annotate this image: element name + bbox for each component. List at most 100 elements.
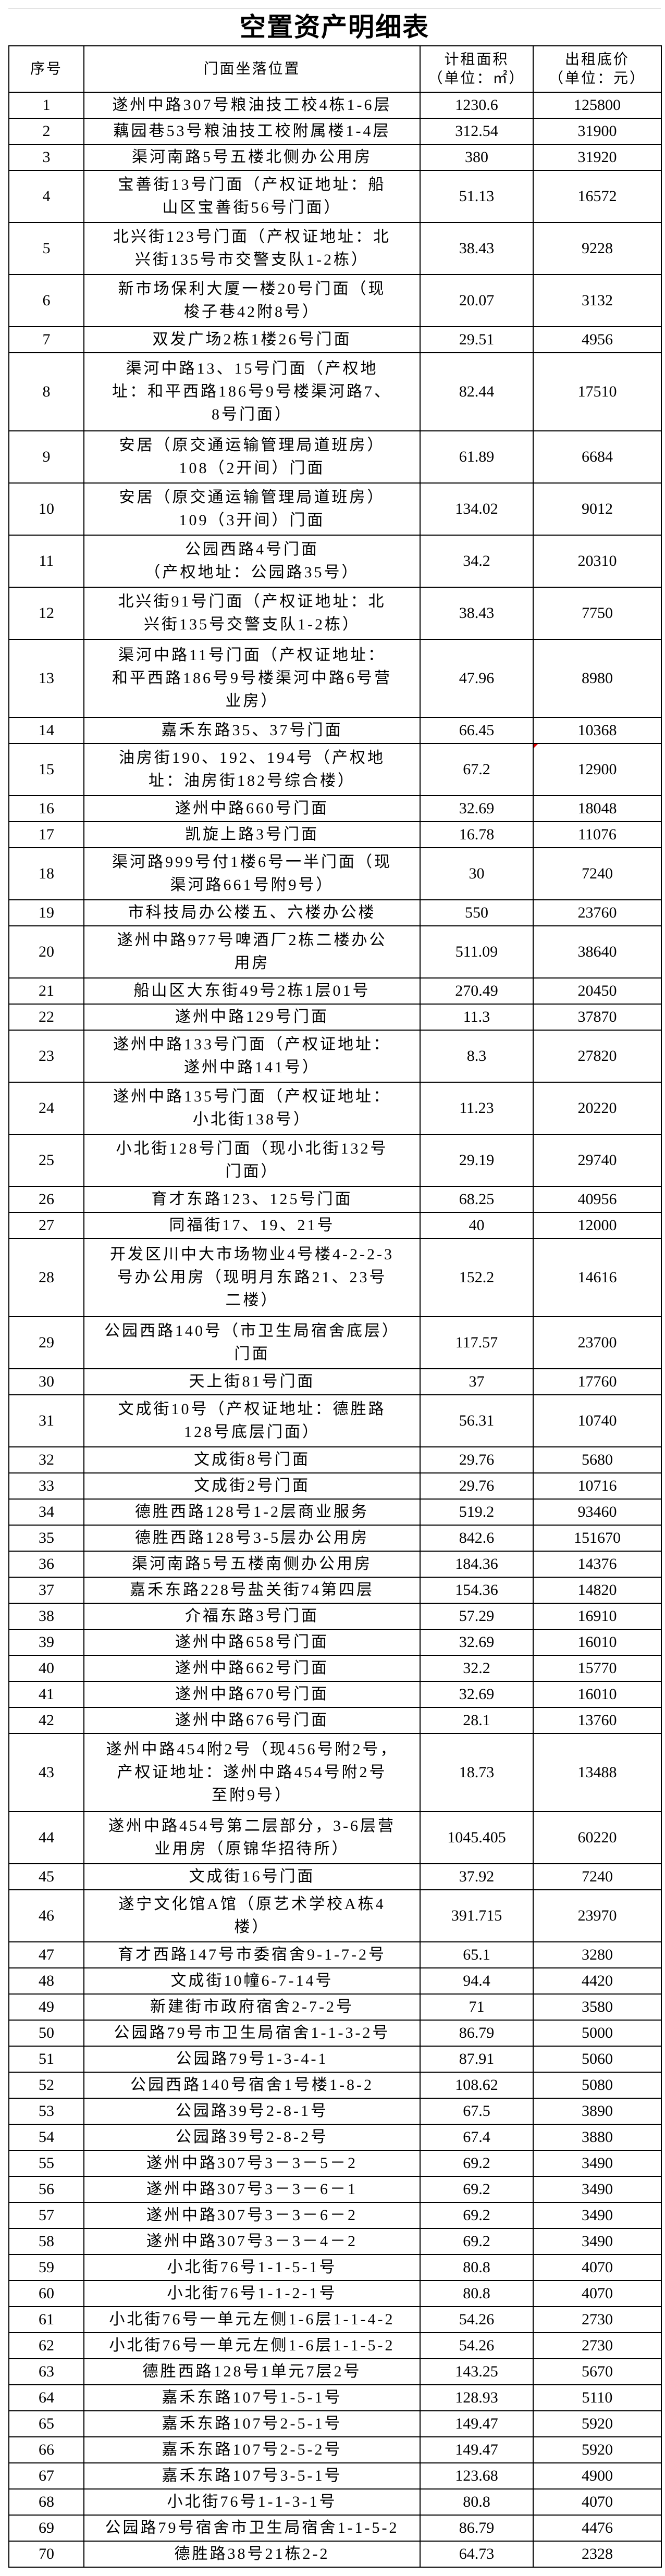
cell-area: 54.26: [420, 2306, 534, 2333]
cell-area: 128.93: [420, 2384, 534, 2411]
cell-price: 27820: [533, 1030, 662, 1083]
table-row: 23 遂州中路133号门面（产权证地址： 遂州中路141号） 8.3 27820: [8, 1030, 662, 1083]
cell-price: 20220: [533, 1082, 662, 1135]
cell-area: 550: [420, 899, 534, 926]
cell-area: 28.1: [420, 1707, 534, 1734]
cell-area: 32.69: [420, 1681, 534, 1708]
cell-price: 12900: [533, 743, 662, 796]
table-row: 10 安居（原交通运输管理局道班房） 109（3开间）门面 134.02 9012: [8, 482, 662, 536]
table-row: 28 开发区川中大市场物业4号楼4-2-2-3 号办公用房（现明月东路21、23号…: [8, 1238, 662, 1317]
cell-address: 嘉禾东路228号盐关街74第四层: [83, 1577, 421, 1604]
cell-price: 151670: [533, 1525, 662, 1552]
cell-no: 19: [8, 899, 84, 926]
cell-address: 文成街10幢6-7-14号: [83, 1967, 421, 1995]
cell-price: 4900: [533, 2462, 662, 2490]
header-price-unit: （单位：元）: [548, 70, 646, 86]
cell-no: 25: [8, 1134, 84, 1187]
table-row: 26 育才东路123、125号门面 68.25 40956: [8, 1186, 662, 1213]
cell-address: 公园西路140号（市卫生局宿舍底层） 门面: [83, 1316, 421, 1369]
cell-no: 50: [8, 2020, 84, 2047]
cell-address: 嘉禾东路35、37号门面: [83, 717, 421, 744]
cell-price: 2730: [533, 2306, 662, 2333]
cell-address: 宝善街13号门面（产权证地址：船 山区宝善街56号门面）: [83, 170, 421, 223]
cell-area: 71: [420, 1993, 534, 2021]
cell-address: 嘉禾东路107号2-5-1号: [83, 2410, 421, 2437]
cell-no: 7: [8, 326, 84, 353]
cell-price: 3890: [533, 2098, 662, 2125]
header-price: 出租底价 （单位：元）: [533, 45, 662, 93]
cell-no: 5: [8, 222, 84, 275]
table-row: 51 公园路79号1-3-4-1 87.91 5060: [8, 2046, 662, 2073]
cell-address: 文成街2号门面: [83, 1472, 421, 1500]
table-row: 25 小北街128号门面（现小北街132号 门面） 29.19 29740: [8, 1134, 662, 1187]
cell-address: 遂州中路660号门面: [83, 795, 421, 822]
table-row: 19 市科技局办公楼五、六楼办公楼 550 23760: [8, 899, 662, 926]
cell-address: 遂州中路133号门面（产权证地址： 遂州中路141号）: [83, 1030, 421, 1083]
cell-area: 108.62: [420, 2072, 534, 2099]
cell-area: 34.2: [420, 535, 534, 588]
cell-no: 30: [8, 1368, 84, 1395]
cell-area: 47.96: [420, 639, 534, 718]
cell-address: 小北街76号一单元左侧1-6层1-1-4-2: [83, 2306, 421, 2333]
cell-address: 遂州中路307号3－3－5－2: [83, 2150, 421, 2177]
cell-address: 小北街76号1-1-5-1号: [83, 2254, 421, 2281]
cell-price: 18048: [533, 795, 662, 822]
cell-no: 15: [8, 743, 84, 796]
cell-area: 511.09: [420, 925, 534, 979]
cell-area: 29.76: [420, 1472, 534, 1500]
cell-area: 37: [420, 1368, 534, 1395]
table-body: 1 遂州中路307号粮油技工校4栋1-6层 1230.6 125800 2 藕园巷53号粮…: [8, 92, 662, 2568]
header-area-label: 计租面积: [444, 51, 509, 68]
cell-area: 149.47: [420, 2436, 534, 2463]
cell-address: 渠河路999号付1楼6号一半门面（现 渠河路661号附9号）: [83, 847, 421, 900]
cell-address: 渠河南路5号五楼北侧办公用房: [83, 144, 421, 171]
cell-area: 57.29: [420, 1603, 534, 1630]
header-area: 计租面积 （单位：㎡）: [420, 45, 534, 93]
cell-address: 遂州中路454附2号（现456号附2号， 产权证地址：遂州中路454号附2号 至…: [83, 1733, 421, 1812]
table-row: 63 德胜西路128号1单元7层2号 143.25 5670: [8, 2358, 662, 2385]
cell-no: 52: [8, 2072, 84, 2099]
cell-price: 60220: [533, 1811, 662, 1864]
cell-no: 68: [8, 2488, 84, 2516]
cell-area: 380: [420, 144, 534, 171]
cell-address: 遂州中路977号啤酒厂2栋二楼办公 用房: [83, 925, 421, 979]
cell-area: 80.8: [420, 2280, 534, 2307]
cell-no: 13: [8, 639, 84, 718]
cell-price: 14376: [533, 1551, 662, 1578]
cell-area: 30: [420, 847, 534, 900]
table-row: 62 小北街76号一单元左侧1-6层1-1-5-2 54.26 2730: [8, 2332, 662, 2359]
table-row: 68 小北街76号1-1-3-1号 80.8 4070: [8, 2488, 662, 2516]
cell-address: 双发广场2栋1楼26号门面: [83, 326, 421, 353]
cell-area: 38.43: [420, 587, 534, 640]
header-row: 序号 门面坐落位置 计租面积 （单位：㎡） 出租底价 （单位：元）: [8, 45, 662, 93]
cell-no: 69: [8, 2515, 84, 2542]
cell-area: 51.13: [420, 170, 534, 223]
cell-area: 270.49: [420, 977, 534, 1005]
cell-area: 29.51: [420, 326, 534, 353]
table-row: 52 公园西路140号宿舍1号楼1-8-2 108.62 5080: [8, 2072, 662, 2099]
cell-address: 遂州中路129号门面: [83, 1004, 421, 1031]
table-row: 54 公园路39号2-8-2号 67.4 3880: [8, 2124, 662, 2151]
cell-area: 80.8: [420, 2488, 534, 2516]
comment-marker-icon[interactable]: [534, 744, 538, 748]
cell-address: 遂州中路307号3－3－4－2: [83, 2228, 421, 2255]
header-area-unit: （单位：㎡）: [428, 70, 525, 86]
cell-address: 公园路79号1-3-4-1: [83, 2046, 421, 2073]
cell-price: 3580: [533, 1993, 662, 2021]
cell-no: 55: [8, 2150, 84, 2177]
cell-no: 8: [8, 352, 84, 431]
cell-no: 35: [8, 1525, 84, 1552]
table-row: 14 嘉禾东路35、37号门面 66.45 10368: [8, 717, 662, 744]
cell-no: 28: [8, 1238, 84, 1317]
cell-price: 29740: [533, 1134, 662, 1187]
cell-no: 10: [8, 482, 84, 536]
cell-area: 312.54: [420, 118, 534, 145]
cell-area: 149.47: [420, 2410, 534, 2437]
cell-address: 育才东路123、125号门面: [83, 1186, 421, 1213]
cell-no: 49: [8, 1993, 84, 2021]
cell-no: 1: [8, 92, 84, 119]
table-row: 58 遂州中路307号3－3－4－2 69.2 3490: [8, 2228, 662, 2255]
cell-address: 遂州中路676号门面: [83, 1707, 421, 1734]
cell-area: 80.8: [420, 2254, 534, 2281]
table-row: 70 德胜路38号21栋2-2 64.73 2328: [8, 2541, 662, 2568]
